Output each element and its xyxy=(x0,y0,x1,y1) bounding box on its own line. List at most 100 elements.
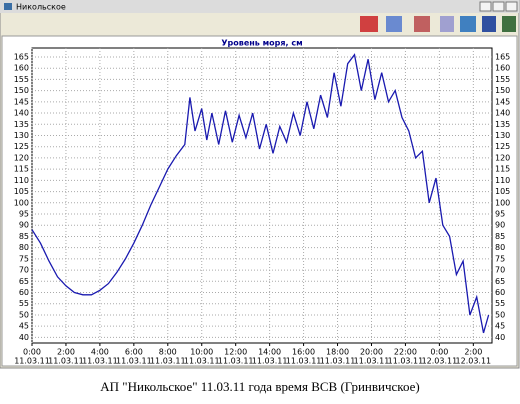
y2-tick-label: 125 xyxy=(495,142,510,151)
y2-tick-label: 80 xyxy=(495,243,505,252)
x-tick-label: 20:00 xyxy=(360,348,383,357)
x-tick-label: 12:00 xyxy=(224,348,247,357)
x-tick-date: 11.03.11 xyxy=(82,357,118,366)
y-tick-label: 130 xyxy=(14,131,29,140)
x-tick-date: 11.03.11 xyxy=(48,357,84,366)
y-tick-label: 75 xyxy=(19,254,29,263)
y-tick-label: 65 xyxy=(19,277,29,286)
y-tick-label: 55 xyxy=(19,299,29,308)
x-tick-label: 4:00 xyxy=(91,348,109,357)
tool-button[interactable] xyxy=(386,16,402,32)
window-buttons[interactable] xyxy=(479,1,518,12)
y2-tick-label: 60 xyxy=(495,288,505,297)
y2-tick-label: 110 xyxy=(495,176,510,185)
y-tick-label: 105 xyxy=(14,187,29,196)
y2-tick-label: 135 xyxy=(495,120,510,129)
y2-tick-label: 115 xyxy=(495,165,510,174)
y-tick-label: 100 xyxy=(14,198,29,207)
y2-tick-label: 130 xyxy=(495,131,510,140)
y-tick-label: 85 xyxy=(19,232,29,241)
x-tick-date: 11.03.11 xyxy=(388,357,424,366)
x-tick-date: 11.03.11 xyxy=(286,357,322,366)
y-tick-label: 155 xyxy=(14,75,29,84)
x-tick-label: 14:00 xyxy=(258,348,281,357)
y2-tick-label: 140 xyxy=(495,109,510,118)
y2-tick-label: 100 xyxy=(495,198,510,207)
y2-tick-label: 145 xyxy=(495,97,510,106)
y2-tick-label: 95 xyxy=(495,210,505,219)
tool-button[interactable] xyxy=(414,16,430,32)
x-tick-date: 11.03.11 xyxy=(14,357,50,366)
y-tick-label: 150 xyxy=(14,86,29,95)
y2-tick-label: 155 xyxy=(495,75,510,84)
y2-tick-label: 50 xyxy=(495,310,505,319)
y2-tick-label: 150 xyxy=(495,86,510,95)
y2-tick-label: 165 xyxy=(495,52,510,61)
y2-tick-label: 65 xyxy=(495,277,505,286)
caption: АП "Никольское" 11.03.11 года время ВСВ … xyxy=(100,379,419,394)
y2-tick-label: 105 xyxy=(495,187,510,196)
y-tick-label: 90 xyxy=(19,221,29,230)
x-tick-date: 11.03.11 xyxy=(150,357,186,366)
y2-tick-label: 75 xyxy=(495,254,505,263)
y2-tick-label: 40 xyxy=(495,333,505,342)
y-tick-label: 135 xyxy=(14,120,29,129)
y-tick-label: 95 xyxy=(19,210,29,219)
chart-title: Уровень моря, см xyxy=(221,39,302,48)
x-tick-date: 12.03.11 xyxy=(422,357,458,366)
x-tick-date: 11.03.11 xyxy=(320,357,356,366)
x-tick-label: 0:00 xyxy=(430,348,448,357)
x-tick-label: 22:00 xyxy=(394,348,417,357)
x-tick-label: 8:00 xyxy=(159,348,177,357)
x-tick-label: 16:00 xyxy=(292,348,315,357)
data-line xyxy=(31,53,490,334)
y2-tick-label: 55 xyxy=(495,299,505,308)
x-tick-label: 0:00 xyxy=(23,348,41,357)
y-tick-label: 140 xyxy=(14,109,29,118)
x-tick-label: 6:00 xyxy=(125,348,143,357)
x-tick-label: 18:00 xyxy=(326,348,349,357)
x-tick-date: 11.03.11 xyxy=(116,357,152,366)
tool-button[interactable] xyxy=(502,16,516,32)
y-tick-label: 40 xyxy=(19,333,29,342)
x-tick-date: 11.03.11 xyxy=(354,357,390,366)
y2-tick-label: 85 xyxy=(495,232,505,241)
y2-tick-label: 70 xyxy=(495,266,505,275)
y-tick-label: 145 xyxy=(14,97,29,106)
x-tick-date: 11.03.11 xyxy=(218,357,254,366)
window-title: Никольское xyxy=(16,3,66,12)
y2-tick-label: 90 xyxy=(495,221,505,230)
close-button[interactable] xyxy=(505,1,518,12)
x-tick-label: 2:00 xyxy=(464,348,482,357)
y-tick-label: 60 xyxy=(19,288,29,297)
y-tick-label: 125 xyxy=(14,142,29,151)
y-tick-label: 110 xyxy=(14,176,29,185)
x-tick-label: 2:00 xyxy=(57,348,75,357)
toolbar xyxy=(360,16,516,32)
window-icon xyxy=(4,3,12,10)
y-tick-label: 165 xyxy=(14,52,29,61)
y2-tick-label: 45 xyxy=(495,322,505,331)
title-bar xyxy=(0,0,519,13)
tool-button[interactable] xyxy=(482,16,496,32)
maximize-button[interactable] xyxy=(492,1,505,12)
x-tick-date: 11.03.11 xyxy=(252,357,288,366)
y2-tick-label: 120 xyxy=(495,153,510,162)
y-tick-label: 120 xyxy=(14,153,29,162)
y-tick-label: 45 xyxy=(19,322,29,331)
x-tick-date: 11.03.11 xyxy=(184,357,220,366)
tool-button[interactable] xyxy=(360,16,378,32)
y-tick-label: 50 xyxy=(19,310,29,319)
y2-tick-label: 160 xyxy=(495,64,510,73)
x-tick-label: 10:00 xyxy=(190,348,213,357)
tool-button[interactable] xyxy=(460,16,476,32)
y-tick-label: 70 xyxy=(19,266,29,275)
y-tick-label: 160 xyxy=(14,64,29,73)
minimize-button[interactable] xyxy=(479,1,492,12)
y-tick-label: 115 xyxy=(14,165,29,174)
plot-area xyxy=(31,47,493,344)
y-tick-label: 80 xyxy=(19,243,29,252)
tool-button[interactable] xyxy=(440,16,454,32)
